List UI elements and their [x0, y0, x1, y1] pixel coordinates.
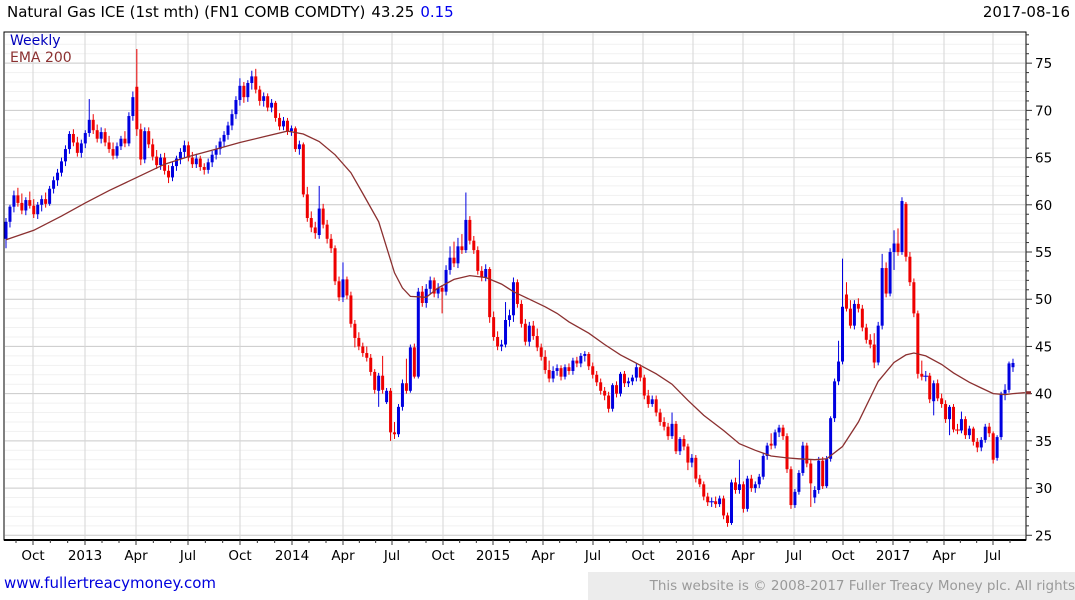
major-gridlines: [5, 62, 1025, 536]
svg-text:Apr: Apr: [531, 548, 555, 564]
x-axis: Oct 2013 Apr Jul Oct 2014 Apr Jul Oct 2015 Apr Jul O…: [15, 540, 1011, 564]
candlestick-series: [4, 48, 1015, 527]
svg-text:Jul: Jul: [383, 548, 400, 564]
svg-text:Jul: Jul: [984, 548, 1001, 564]
y-axis: 25 30 35 40 45 50 55 60 65 70 75: [1026, 34, 1052, 544]
svg-text:Oct: Oct: [431, 548, 454, 564]
svg-text:Jul: Jul: [179, 548, 196, 564]
svg-text:45: 45: [1035, 339, 1052, 355]
last-price: 43.25: [371, 3, 415, 21]
vertical-gridlines: [32, 33, 994, 539]
price-change: 0.15: [420, 3, 454, 21]
page-title: Natural Gas ICE (1st mth) (FN1 COMB COMD…: [7, 3, 366, 21]
svg-text:55: 55: [1035, 245, 1052, 261]
svg-text:25: 25: [1035, 528, 1052, 544]
svg-text:Jul: Jul: [584, 548, 601, 564]
svg-text:Apr: Apr: [124, 548, 148, 564]
svg-text:2015: 2015: [476, 548, 510, 564]
svg-text:2017: 2017: [876, 548, 910, 564]
svg-text:60: 60: [1035, 198, 1052, 214]
plot-border: [3, 31, 1027, 541]
ema-line: [5, 130, 1025, 461]
website-link[interactable]: www.fullertreacymoney.com: [4, 574, 217, 592]
svg-text:2013: 2013: [68, 548, 102, 564]
chart-date: 2017-08-16: [982, 3, 1070, 21]
svg-text:30: 30: [1035, 481, 1052, 497]
svg-text:40: 40: [1035, 387, 1052, 403]
copyright-bar: This website is © 2008-2017 Fuller Treac…: [588, 572, 1075, 600]
svg-text:70: 70: [1035, 103, 1052, 119]
svg-text:Apr: Apr: [932, 548, 956, 564]
svg-text:50: 50: [1035, 292, 1052, 308]
svg-text:Jul: Jul: [785, 548, 802, 564]
minor-gridlines: [5, 34, 1025, 527]
legend-ema-label: EMA 200: [10, 50, 72, 66]
svg-text:75: 75: [1035, 56, 1052, 72]
svg-text:Oct: Oct: [831, 548, 854, 564]
title-bar: Natural Gas ICE (1st mth) (FN1 COMB COMD…: [7, 3, 454, 21]
svg-text:2014: 2014: [275, 548, 309, 564]
svg-text:35: 35: [1035, 434, 1052, 450]
svg-text:Oct: Oct: [631, 548, 654, 564]
svg-text:2016: 2016: [676, 548, 710, 564]
svg-text:Apr: Apr: [331, 548, 355, 564]
svg-text:Oct: Oct: [228, 548, 251, 564]
svg-text:65: 65: [1035, 151, 1052, 167]
copyright-text: This website is © 2008-2017 Fuller Treac…: [649, 578, 1075, 594]
legend-timeframe-label: Weekly: [10, 33, 61, 49]
svg-text:Oct: Oct: [21, 548, 44, 564]
svg-text:Apr: Apr: [731, 548, 755, 564]
